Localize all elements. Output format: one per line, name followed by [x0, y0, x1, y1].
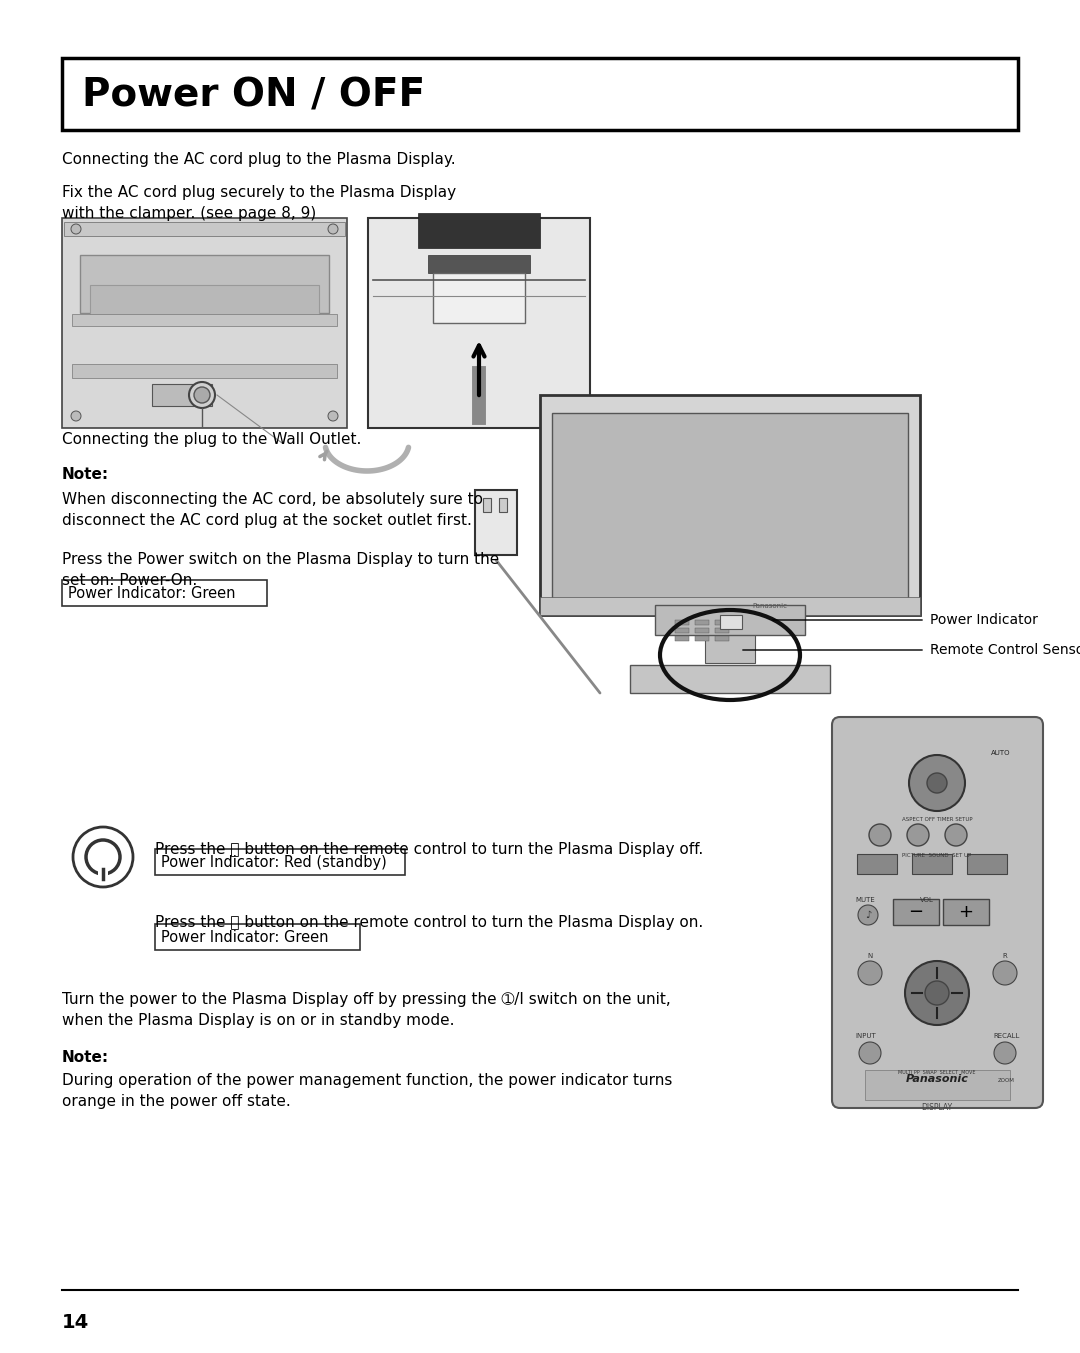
FancyBboxPatch shape — [893, 898, 939, 925]
FancyBboxPatch shape — [832, 717, 1043, 1108]
Circle shape — [993, 961, 1017, 985]
Bar — [62, 58, 1018, 130]
Text: Turn the power to the Plasma Display off by pressing the ➀/I switch on the unit,: Turn the power to the Plasma Display off… — [62, 992, 671, 1028]
Text: Power Indicator: Power Indicator — [930, 613, 1038, 626]
Text: When disconnecting the AC cord, be absolutely sure to
disconnect the AC cord plu: When disconnecting the AC cord, be absol… — [62, 492, 483, 528]
Bar — [64, 222, 345, 235]
FancyBboxPatch shape — [858, 854, 897, 874]
Bar — [72, 314, 337, 326]
Text: PICTURE  SOUND  SET UP: PICTURE SOUND SET UP — [903, 852, 972, 858]
Bar — [715, 628, 729, 633]
Text: 14: 14 — [62, 1312, 90, 1331]
Circle shape — [869, 824, 891, 846]
Bar — [475, 490, 517, 555]
Circle shape — [328, 411, 338, 421]
Bar — [720, 616, 742, 629]
Circle shape — [858, 905, 878, 925]
FancyBboxPatch shape — [943, 898, 989, 925]
Bar — [696, 628, 708, 633]
Text: N: N — [867, 953, 873, 959]
Bar — [418, 212, 540, 248]
FancyBboxPatch shape — [967, 854, 1007, 874]
Bar — [62, 580, 267, 606]
Text: Panasonic: Panasonic — [905, 1074, 969, 1084]
Text: ♪: ♪ — [865, 911, 872, 920]
Bar — [540, 395, 920, 616]
Text: Press the ⓞ button on the remote control to turn the Plasma Display off.: Press the ⓞ button on the remote control… — [156, 842, 703, 856]
Bar — [696, 620, 708, 625]
Circle shape — [859, 1042, 881, 1063]
Text: Power Indicator: Green: Power Indicator: Green — [161, 930, 328, 944]
Bar — [865, 1070, 1010, 1100]
Text: MUTE: MUTE — [855, 897, 875, 902]
Text: During operation of the power management function, the power indicator turns
ora: During operation of the power management… — [62, 1073, 673, 1109]
Text: INPUT: INPUT — [855, 1032, 876, 1039]
Circle shape — [73, 827, 133, 888]
Text: MULTI PP  SWAP  SELECT  MOVE: MULTI PP SWAP SELECT MOVE — [899, 1070, 975, 1076]
Bar — [152, 384, 212, 406]
Text: VOL: VOL — [920, 897, 934, 902]
Bar — [675, 636, 689, 641]
Circle shape — [71, 411, 81, 421]
Text: RECALL: RECALL — [994, 1032, 1020, 1039]
Text: Press the ⓞ button on the remote control to turn the Plasma Display on.: Press the ⓞ button on the remote control… — [156, 915, 703, 930]
Bar — [428, 254, 530, 273]
Bar — [98, 869, 108, 875]
Circle shape — [71, 225, 81, 234]
Bar — [368, 218, 590, 428]
Bar — [433, 273, 525, 323]
Text: R: R — [1002, 953, 1008, 959]
Text: Fix the AC cord plug securely to the Plasma Display
with the clamper. (see page : Fix the AC cord plug securely to the Pla… — [62, 185, 456, 221]
Bar — [552, 413, 908, 603]
Circle shape — [194, 387, 210, 403]
Circle shape — [858, 961, 882, 985]
Text: Note:: Note: — [62, 1050, 109, 1065]
Bar — [696, 636, 708, 641]
Bar — [715, 636, 729, 641]
Text: Power ON / OFF: Power ON / OFF — [82, 77, 426, 115]
Circle shape — [909, 755, 966, 810]
Bar — [62, 218, 347, 428]
Bar — [705, 633, 755, 663]
Text: Note:: Note: — [62, 467, 109, 482]
Text: Remote Control Sensor: Remote Control Sensor — [930, 643, 1080, 658]
Bar — [654, 605, 805, 635]
Text: ZOOM: ZOOM — [998, 1078, 1015, 1082]
Bar — [80, 254, 329, 313]
Circle shape — [905, 961, 969, 1026]
Bar — [540, 597, 920, 616]
Text: −: − — [908, 902, 923, 921]
Text: DISPLAY: DISPLAY — [921, 1104, 953, 1112]
Text: Power Indicator: Green: Power Indicator: Green — [68, 586, 235, 601]
Text: Connecting the plug to the Wall Outlet.: Connecting the plug to the Wall Outlet. — [62, 432, 362, 446]
Bar — [715, 620, 729, 625]
Circle shape — [189, 382, 215, 409]
Bar — [90, 285, 319, 323]
Circle shape — [945, 824, 967, 846]
Circle shape — [994, 1042, 1016, 1063]
Circle shape — [907, 824, 929, 846]
Circle shape — [328, 225, 338, 234]
Bar — [675, 620, 689, 625]
Text: Panasonic: Panasonic — [753, 603, 787, 609]
Bar — [499, 498, 507, 511]
Bar — [72, 364, 337, 377]
Text: +: + — [959, 902, 973, 921]
Bar — [630, 666, 831, 693]
FancyBboxPatch shape — [912, 854, 951, 874]
Text: AUTO: AUTO — [990, 750, 1010, 756]
Text: Power Indicator: Red (standby): Power Indicator: Red (standby) — [161, 855, 387, 870]
Text: ASPECT OFF TIMER SETUP: ASPECT OFF TIMER SETUP — [902, 817, 972, 823]
Circle shape — [927, 773, 947, 793]
Text: Press the Power switch on the Plasma Display to turn the
set on: Power-On.: Press the Power switch on the Plasma Dis… — [62, 552, 499, 589]
Circle shape — [924, 981, 949, 1005]
Bar — [483, 498, 491, 511]
Bar — [675, 628, 689, 633]
Bar — [156, 848, 405, 875]
Text: Connecting the AC cord plug to the Plasma Display.: Connecting the AC cord plug to the Plasm… — [62, 152, 456, 166]
Bar — [156, 924, 360, 950]
